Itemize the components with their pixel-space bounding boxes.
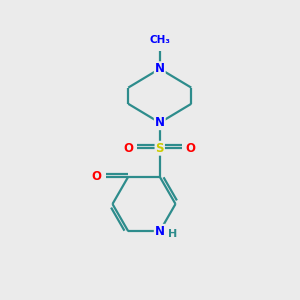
Text: O: O	[186, 142, 196, 155]
Text: S: S	[155, 142, 164, 155]
Text: N: N	[155, 62, 165, 75]
Text: CH₃: CH₃	[149, 35, 170, 45]
Text: O: O	[124, 142, 134, 155]
Text: H: H	[168, 229, 177, 239]
Text: N: N	[155, 225, 165, 238]
Text: O: O	[92, 170, 102, 183]
Text: N: N	[155, 116, 165, 129]
